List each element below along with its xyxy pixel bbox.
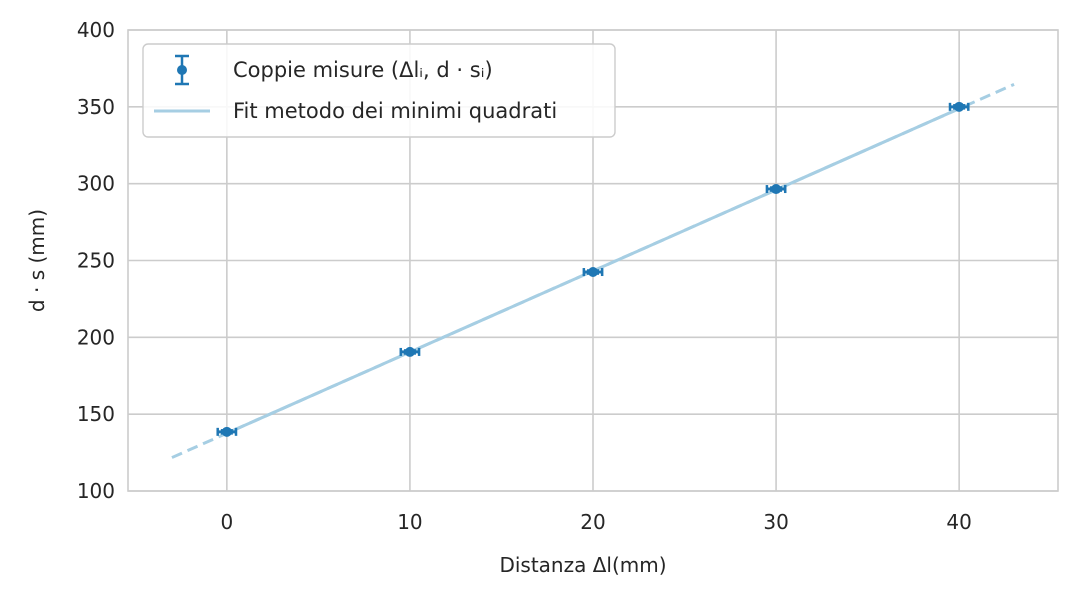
data-point <box>404 346 415 357</box>
x-tick-label: 40 <box>946 510 971 534</box>
x-tick-label: 30 <box>763 510 788 534</box>
axes: 0 10 20 30 40 100 150 200 250 300 350 400 Distanza Δ… <box>25 18 1059 577</box>
data-point <box>221 426 232 437</box>
y-tick-label: 300 <box>77 172 115 196</box>
y-tick-label: 200 <box>77 325 115 349</box>
legend: Coppie misure (Δlᵢ, d · sᵢ) Fit metodo de… <box>142 43 616 138</box>
y-tick-label: 350 <box>77 95 115 119</box>
y-tick-label: 400 <box>77 18 115 42</box>
plot-area <box>171 82 1015 459</box>
axes-frame <box>127 29 1059 492</box>
y-axis-label: d · s (mm) <box>25 209 49 312</box>
data-point <box>771 184 782 195</box>
data-point <box>588 267 598 278</box>
data-point-group <box>948 101 970 112</box>
legend-label-fit: Fit metodo dei minimi quadrati <box>233 99 557 123</box>
data-point-group <box>765 184 787 195</box>
x-tick-label: 20 <box>580 510 605 534</box>
legend-point-icon <box>177 65 187 75</box>
legend-label-measurements: Coppie misure (Δlᵢ, d · sᵢ) <box>233 58 493 82</box>
data-point-group <box>582 267 604 278</box>
legend-box <box>142 43 616 138</box>
x-axis-label: Distanza Δl(mm) <box>499 553 666 577</box>
x-tick-label: 0 <box>220 510 233 534</box>
y-tick-label: 100 <box>77 479 115 503</box>
x-tick-label: 10 <box>397 510 422 534</box>
y-tick-label: 250 <box>77 249 115 273</box>
data-point-group <box>216 426 238 437</box>
data-point <box>954 101 965 112</box>
data-point-group <box>399 346 421 357</box>
y-tick-label: 150 <box>77 402 115 426</box>
